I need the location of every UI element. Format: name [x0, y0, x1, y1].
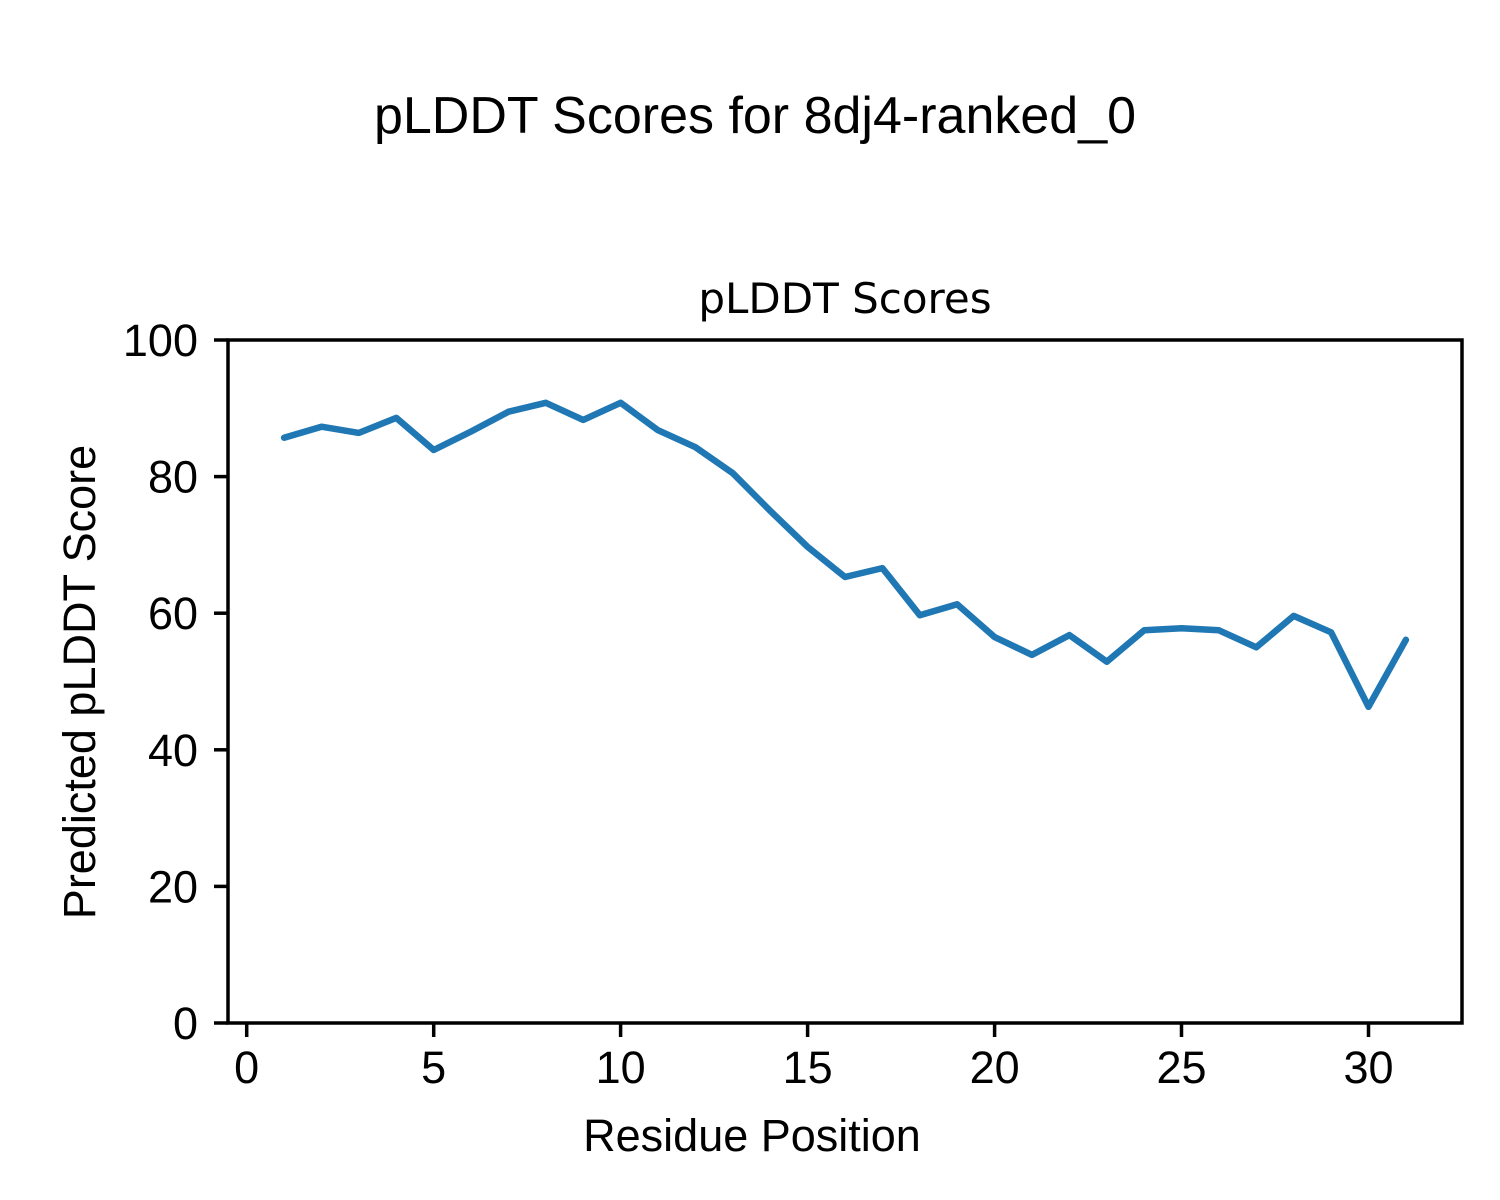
x-tick-label: 0: [234, 1042, 259, 1093]
x-tick-label: 25: [1156, 1042, 1206, 1093]
plddt-line: [280, 399, 1410, 711]
x-tick-label: 20: [970, 1042, 1020, 1093]
y-tick-label: 80: [148, 452, 198, 503]
y-tick-label: 60: [148, 588, 198, 639]
axes-title: pLDDT Scores: [698, 274, 992, 323]
y-axis-ticks: 0 20 40 60 80 100: [123, 315, 228, 1049]
axes-box: [226, 338, 1464, 1025]
x-axis-ticks: 0 5 10 15 20 25 30: [234, 1023, 1394, 1093]
y-tick-label: 40: [148, 725, 198, 776]
x-tick-label: 15: [783, 1042, 833, 1093]
x-tick-label: 10: [596, 1042, 646, 1093]
x-tick-label: 5: [421, 1042, 446, 1093]
x-tick-label: 30: [1343, 1042, 1393, 1093]
y-tick-label: 100: [123, 315, 198, 366]
x-axis-label: Residue Position: [583, 1110, 921, 1161]
figure-title: pLDDT Scores for 8dj4-ranked_0: [373, 87, 1137, 145]
y-axis-label: Predicted pLDDT Score: [54, 444, 105, 920]
y-tick-label: 20: [148, 861, 198, 912]
y-tick-label: 0: [173, 998, 198, 1049]
